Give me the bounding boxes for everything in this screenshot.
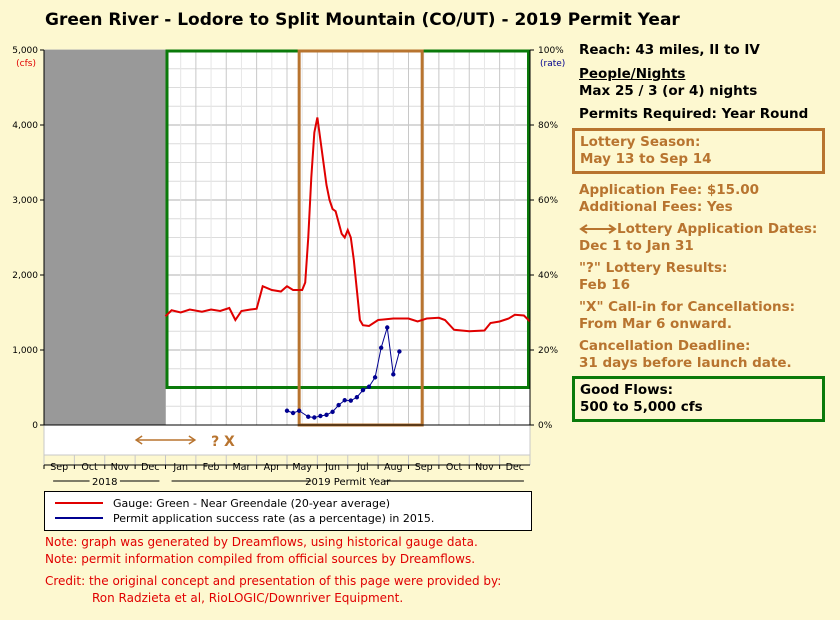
- off-season-shade: [44, 50, 166, 425]
- rate-point: [354, 395, 360, 400]
- x-tick-label: Oct: [446, 462, 463, 473]
- note-graph: Note: graph was generated by Dreamflows,…: [45, 535, 478, 549]
- app-dates-title: Lottery Application Dates:: [579, 221, 817, 238]
- y-axis-label-right: (rate): [540, 59, 565, 69]
- rate-point: [336, 402, 341, 408]
- y-tick-label-left: 2,000: [12, 271, 38, 281]
- x-tick-label: Jul: [356, 462, 368, 473]
- good-flows-label: Good Flows:: [580, 382, 674, 398]
- rate-point: [360, 387, 366, 393]
- x-tick-label: Aug: [384, 462, 403, 473]
- info-callin: "X" Call-in for Cancellations: From Mar …: [579, 299, 795, 333]
- y-tick-label-left: 3,000: [12, 196, 38, 206]
- y-tick-label-left: 1,000: [12, 346, 38, 356]
- rate-point: [312, 415, 317, 420]
- rate-point: [397, 349, 402, 354]
- x-tick-label: Sep: [50, 462, 68, 473]
- info-people-heading: People/Nights: [579, 66, 686, 82]
- info-application-dates: Lottery Application Dates: Dec 1 to Jan …: [579, 221, 817, 255]
- info-lottery-season: Lottery Season: May 13 to Sep 14: [572, 128, 825, 174]
- x-tick-label: Dec: [506, 462, 524, 473]
- x-tick-label: Apr: [264, 462, 281, 473]
- legend-label-rate: Permit application success rate (as a pe…: [113, 511, 435, 525]
- callin-value: From Mar 6 onward.: [579, 316, 732, 332]
- x-tick-label: Feb: [203, 462, 220, 473]
- note-credit-names: Ron Radzieta et al, RioLOGIC/Downriver E…: [92, 591, 404, 605]
- page-title: Green River - Lodore to Split Mountain (…: [45, 10, 680, 30]
- good-flows-value: 500 to 5,000 cfs: [580, 399, 703, 415]
- rate-point: [318, 413, 323, 419]
- rate-point: [366, 384, 372, 389]
- legend-line-flow: [55, 502, 103, 504]
- legend-line-rate: [55, 517, 103, 519]
- y-tick-label-right: 100%: [538, 46, 564, 56]
- info-cancellation: Cancellation Deadline: 31 days before la…: [579, 338, 792, 372]
- rate-point: [378, 345, 384, 350]
- series-line-flow: [164, 117, 531, 333]
- x-tick-label: Mar: [232, 462, 250, 473]
- fee-additional: Additional Fees: Yes: [579, 199, 733, 215]
- rate-point: [348, 398, 353, 403]
- note-permit: Note: permit information compiled from o…: [45, 552, 476, 566]
- legend: Gauge: Green - Near Greendale (20-year a…: [44, 491, 532, 531]
- arrow-head-right: [188, 435, 197, 445]
- x-tick-label: Oct: [81, 462, 98, 473]
- rate-point: [391, 372, 396, 377]
- x-tick-label: Sep: [415, 462, 433, 473]
- x-tick-label: Jun: [324, 462, 340, 473]
- info-people-value: Max 25 / 3 (or 4) nights: [579, 83, 758, 99]
- y-tick-label-left: 4,000: [12, 121, 38, 131]
- arrow-head-left: [134, 435, 143, 445]
- y-tick-label-right: 60%: [538, 196, 558, 206]
- rate-point: [385, 325, 390, 330]
- results-callin-marks: ? X: [211, 434, 235, 450]
- legend-label-flow: Gauge: Green - Near Greendale (20-year a…: [113, 496, 390, 510]
- app-dates-value: Dec 1 to Jan 31: [579, 238, 694, 254]
- y-tick-label-right: 0%: [538, 421, 553, 431]
- info-lottery-results: "?" Lottery Results: Feb 16: [579, 260, 727, 294]
- fee-application: Application Fee: $15.00: [579, 182, 759, 198]
- timeline-strip: [43, 424, 531, 456]
- info-good-flows: Good Flows: 500 to 5,000 cfs: [572, 376, 825, 422]
- rate-point: [284, 408, 290, 413]
- results-value: Feb 16: [579, 277, 630, 293]
- x-tick-label: Jan: [172, 462, 188, 473]
- y-tick-label-left: 5,000: [12, 46, 38, 56]
- rate-point: [296, 408, 302, 413]
- y-tick-label-right: 40%: [538, 271, 558, 281]
- y-tick-label-left: 0: [32, 421, 38, 431]
- rate-point: [330, 409, 335, 415]
- x-tick-label: Dec: [141, 462, 159, 473]
- legend-item-rate: Permit application success rate (as a pe…: [55, 511, 434, 525]
- callin-label: "X" Call-in for Cancellations:: [579, 299, 796, 315]
- rate-point: [372, 375, 378, 380]
- info-people: People/Nights Max 25 / 3 (or 4) nights: [579, 66, 757, 100]
- y-tick-label-right: 80%: [538, 121, 558, 131]
- info-permits: Permits Required: Year Round: [579, 106, 809, 122]
- lottery-season-dates: May 13 to Sep 14: [580, 151, 712, 167]
- info-reach: Reach: 43 miles, II to IV: [579, 42, 760, 58]
- x-tick-label: Nov: [475, 462, 494, 473]
- info-fees: Application Fee: $15.00 Additional Fees:…: [579, 182, 759, 216]
- results-label: "?" Lottery Results:: [579, 260, 728, 276]
- year-label-2018: 2018: [92, 477, 117, 488]
- rate-point: [290, 410, 296, 416]
- rate-point: [342, 398, 347, 403]
- double-arrow-icon: [579, 224, 617, 234]
- lottery-season-title: Lottery Season:: [580, 134, 701, 150]
- cancel-value: 31 days before launch date.: [579, 355, 792, 371]
- y-tick-label-right: 20%: [538, 346, 558, 356]
- year-label-2019: 2019 Permit Year: [305, 477, 391, 488]
- rate-point: [324, 412, 329, 418]
- cancel-label: Cancellation Deadline:: [579, 338, 751, 354]
- note-credit: Credit: the original concept and present…: [45, 574, 502, 588]
- app-dates-label: Lottery Application Dates:: [617, 221, 818, 237]
- x-tick-label: Nov: [111, 462, 130, 473]
- rate-point: [306, 414, 311, 419]
- y-axis-label-left: (cfs): [16, 59, 36, 69]
- legend-item-flow: Gauge: Green - Near Greendale (20-year a…: [55, 496, 390, 510]
- x-tick-label: May: [292, 462, 312, 473]
